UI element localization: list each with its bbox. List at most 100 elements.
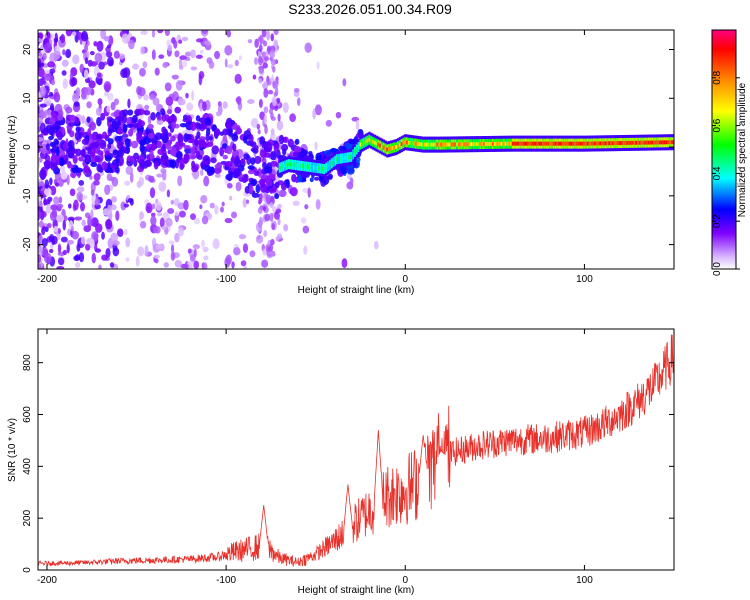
spectrogram-cell <box>87 219 92 227</box>
spectrogram-cell <box>359 142 362 147</box>
spectrogram-cell <box>115 120 121 127</box>
spectrogram-cell <box>461 142 464 147</box>
spectrogram-cell <box>75 117 80 124</box>
spectrogram-cell <box>160 108 166 116</box>
spectrogram-cell <box>97 98 103 106</box>
spectrogram-cell <box>49 52 55 64</box>
spectrogram-cell <box>346 167 355 175</box>
spectrogram-cell <box>126 156 133 162</box>
spectrogram-cell <box>121 114 128 124</box>
spectrogram-cell <box>98 61 105 70</box>
spectrogram-cell <box>267 89 274 95</box>
spectrogram-cell <box>177 133 184 144</box>
spectrogram-cell <box>447 142 450 147</box>
spectrogram-cell <box>86 101 92 109</box>
spectrogram-y-tick-label: -20 <box>22 237 33 252</box>
spectrogram-cell <box>50 204 58 211</box>
spectrogram-cell <box>185 133 192 140</box>
spectrogram-cell <box>667 140 670 145</box>
spectrogram-cell <box>265 178 273 187</box>
spectrogram-cell <box>261 51 267 58</box>
spectrogram-cell <box>168 115 174 121</box>
spectrogram-cell <box>157 30 164 34</box>
spectrogram-cell <box>206 141 214 147</box>
spectrogram-cell <box>543 141 547 146</box>
spectrogram-cell <box>120 201 127 211</box>
spectrogram-cell <box>90 161 98 168</box>
spectrogram-cell <box>280 183 287 191</box>
spectrogram-cell <box>296 174 302 183</box>
spectrogram-cell <box>302 225 310 234</box>
spectrogram-cell <box>425 142 429 147</box>
spectrogram-cell <box>198 139 206 148</box>
spectrogram-cell <box>152 97 160 106</box>
spectrogram-cell <box>291 162 294 167</box>
spectrogram-cell <box>477 142 481 147</box>
spectrogram-cell <box>332 160 335 165</box>
spectrogram-cell <box>214 204 219 215</box>
spectrogram-cell <box>165 140 172 151</box>
spectrogram-cell <box>159 217 165 229</box>
spectrogram-cell <box>262 248 267 256</box>
spectrogram-cell <box>136 85 142 96</box>
spectrogram-cell <box>273 30 279 36</box>
spectrogram-cell <box>234 73 242 84</box>
spectrogram-cell <box>131 140 139 149</box>
spectrogram-cell <box>121 33 130 44</box>
spectrogram-cell <box>603 141 606 146</box>
spectrogram-cell <box>62 249 68 256</box>
spectrogram-cell <box>261 30 267 38</box>
spectrogram-cell <box>235 181 242 192</box>
spectrogram-cell <box>60 171 68 180</box>
spectrogram-cell <box>109 176 115 182</box>
spectrogram-cell <box>222 101 228 109</box>
spectrogram-cell <box>263 106 269 114</box>
spectrogram-cell <box>185 51 192 57</box>
spectrogram-cell <box>95 107 102 116</box>
spectrogram-cell <box>206 57 213 64</box>
spectrogram-cell <box>459 142 463 147</box>
spectrogram-cell <box>96 116 102 127</box>
spectrogram-cell <box>264 213 270 222</box>
spectrogram-cell <box>196 131 201 139</box>
spectrogram-cell <box>129 198 134 206</box>
spectrogram-cell <box>270 150 277 161</box>
spectrogram-cell <box>190 213 196 220</box>
spectrogram-cell <box>404 140 407 145</box>
spectrogram-cell <box>330 161 334 166</box>
spectrogram-cell <box>157 212 163 217</box>
spectrogram-cell <box>484 142 488 147</box>
spectrogram-cell <box>161 170 167 181</box>
spectrogram-cell <box>316 166 319 171</box>
spectrogram-cell <box>266 80 272 86</box>
spectrogram-cell <box>250 178 258 186</box>
spectrogram-cell <box>254 155 262 164</box>
spectrogram-cell <box>420 142 423 147</box>
spectrogram-cell <box>182 59 188 68</box>
spectrogram-cell <box>139 67 146 77</box>
spectrogram-cell <box>579 141 583 146</box>
spectrogram-cell <box>167 208 175 214</box>
spectrogram-cell <box>83 166 91 173</box>
spectrogram-cell <box>366 138 369 143</box>
spectrogram-cell <box>633 140 636 145</box>
spectrogram-cell <box>154 132 163 141</box>
spectrogram-cell <box>257 235 261 240</box>
spectrogram-cell <box>195 54 203 59</box>
spectrogram-cell <box>264 125 268 135</box>
spectrogram-cell <box>185 92 189 99</box>
spectrogram-cell <box>373 140 377 145</box>
spectrogram-cell <box>193 217 201 225</box>
spectrogram-cell <box>48 91 54 97</box>
spectrogram-cell <box>169 146 176 156</box>
spectrogram-cell <box>436 142 439 147</box>
spectrogram-cell <box>284 163 287 168</box>
spectrogram-cell <box>339 156 343 161</box>
spectrogram-cell <box>438 142 441 147</box>
spectrogram-cell <box>120 68 128 79</box>
spectrogram-cell <box>45 203 52 214</box>
spectrogram-cell <box>280 165 283 170</box>
spectrogram-cell <box>48 248 54 254</box>
spectrogram-cell <box>199 49 204 55</box>
spectrogram-cell <box>203 175 210 187</box>
